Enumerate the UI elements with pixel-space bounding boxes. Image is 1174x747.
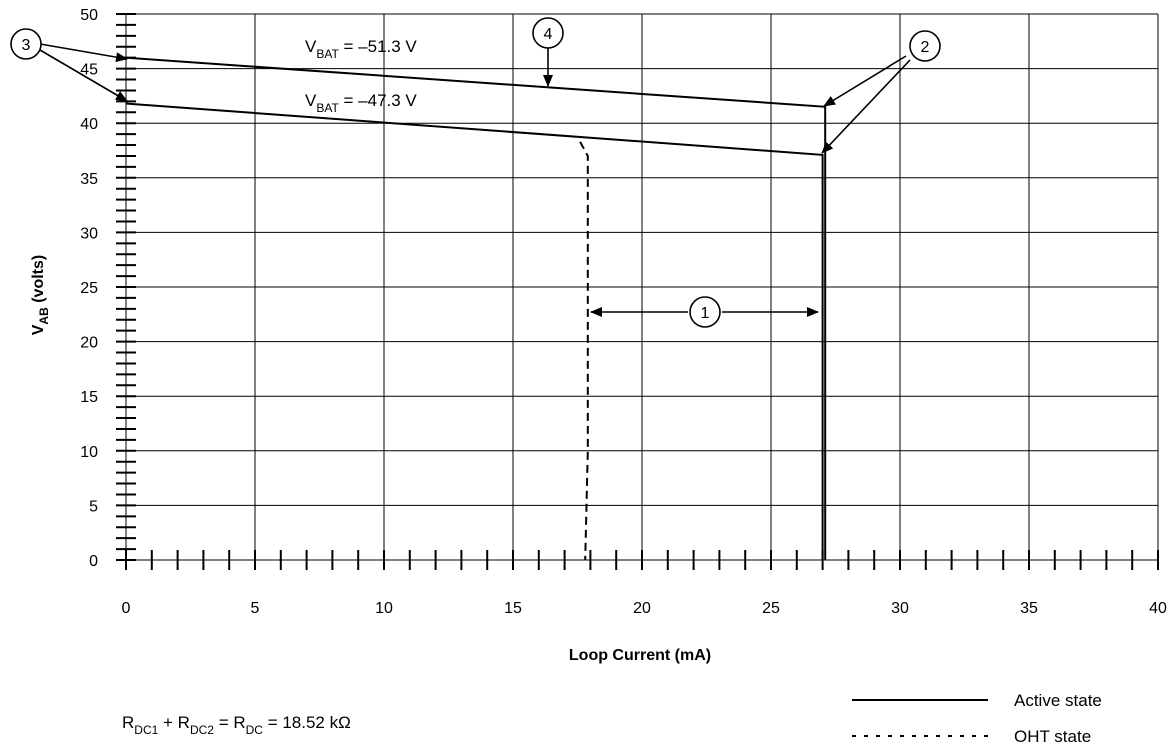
- y-tick-label: 15: [80, 389, 98, 406]
- annotation-arrows: [39, 43, 911, 317]
- y-tick-label: 35: [80, 171, 98, 188]
- y-tick-label: 45: [80, 62, 98, 79]
- y-tick-label: 30: [80, 225, 98, 242]
- marker-2: 2: [909, 30, 941, 62]
- y-axis-title: VAB (volts): [30, 255, 51, 335]
- y-tick-label: 50: [80, 7, 98, 24]
- marker-3: 3: [10, 28, 42, 60]
- series-lines: [125, 56, 827, 561]
- series-line-1: [125, 56, 827, 560]
- arrow-2-upper: [823, 55, 907, 107]
- arrow-3-upper: [39, 43, 128, 63]
- svg-text:3: 3: [22, 37, 31, 54]
- legend-label-active: Active state: [1014, 691, 1102, 710]
- legend-label-oht: OHT state: [1014, 727, 1091, 746]
- x-tick-label: 15: [504, 600, 522, 617]
- arrow-2-lower: [821, 59, 911, 154]
- marker-4: 4: [532, 17, 564, 49]
- y-tick-label: 40: [80, 116, 98, 133]
- x-tick-label: 10: [375, 600, 393, 617]
- svg-text:2: 2: [921, 39, 930, 56]
- series-line-2: [125, 102, 824, 560]
- y-tick-label: 20: [80, 335, 98, 352]
- y-tick-label: 10: [80, 444, 98, 461]
- legend: Active state OHT state: [852, 691, 1102, 746]
- svg-text:4: 4: [544, 26, 553, 43]
- tick-labels: 0 5 10 15 20 25 30 35 40 0 5 10 15 20 25 30 35 40 45 50: [80, 7, 1167, 617]
- resistance-equation: RDC1 + RDC2 = RDC = 18.52 kΩ: [122, 713, 351, 737]
- vbat-low-label: VBAT = –47.3 V: [305, 91, 417, 115]
- x-tick-label: 25: [762, 600, 780, 617]
- x-tick-label: 35: [1020, 600, 1038, 617]
- y-tick-label: 5: [89, 498, 98, 515]
- marker-1: 1: [689, 296, 721, 328]
- x-tick-label: 0: [122, 600, 131, 617]
- x-tick-label: 40: [1149, 600, 1167, 617]
- svg-text:1: 1: [701, 305, 710, 322]
- minor-ticks: [116, 13, 1159, 570]
- gridlines: [125, 13, 1159, 561]
- arrow-3-lower: [39, 49, 128, 102]
- x-tick-label: 5: [251, 600, 260, 617]
- x-tick-label: 30: [891, 600, 909, 617]
- series-line-3: [579, 141, 589, 561]
- vbat-high-label: VBAT = –51.3 V: [305, 37, 417, 61]
- y-tick-label: 25: [80, 280, 98, 297]
- x-axis-title: Loop Current (mA): [569, 647, 711, 664]
- x-tick-label: 20: [633, 600, 651, 617]
- y-tick-label: 0: [89, 553, 98, 570]
